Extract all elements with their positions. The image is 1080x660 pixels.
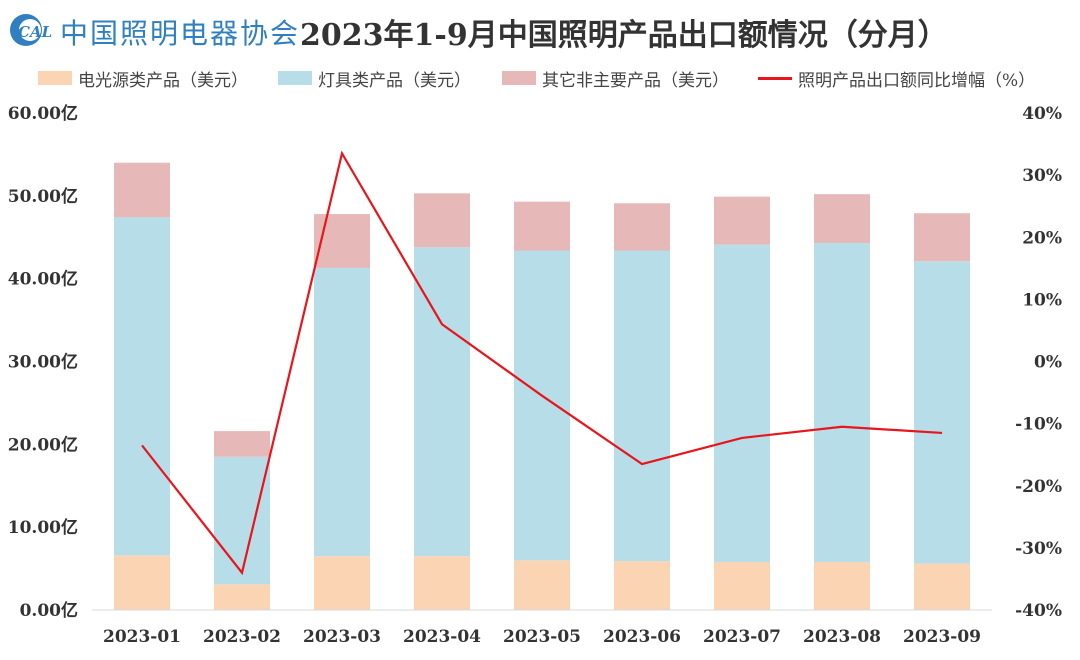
legend-item-luminaires: 灯具类产品（美元） (278, 68, 471, 91)
bar-other (514, 201, 570, 251)
x-tick-label: 2023-05 (503, 627, 581, 647)
left-tick-label: 60.00亿 (8, 103, 78, 124)
header: CALI 中国照明电器协会 2023年1-9月中国照明产品出口额情况（分月） (0, 0, 1080, 60)
right-tick-label: 10% (1022, 290, 1062, 310)
cali-logo-icon: CALI (10, 14, 52, 46)
legend-swatch-luminaires (278, 71, 312, 85)
x-tick-label: 2023-04 (403, 627, 481, 647)
bar-light_source (714, 561, 770, 610)
x-tick-label: 2023-01 (103, 627, 181, 647)
left-tick-label: 50.00亿 (8, 186, 78, 207)
right-tick-label: -10% (1015, 415, 1062, 435)
bar-other (714, 196, 770, 245)
bar-luminaires (214, 456, 270, 585)
chart-title: 2023年1-9月中国照明产品出口额情况（分月） (300, 18, 948, 53)
left-tick-label: 10.00亿 (8, 517, 78, 538)
logo-mark-text: CALI (18, 23, 52, 41)
yoy-line (141, 150, 943, 576)
bar-light_source (214, 584, 270, 610)
left-tick-label: 0.00亿 (20, 600, 78, 621)
right-tick-label: 20% (1022, 228, 1062, 248)
bar-luminaires (414, 247, 470, 557)
right-tick-label: -20% (1015, 477, 1062, 497)
legend-swatch-yoy (758, 76, 792, 80)
bar-light_source (914, 563, 970, 610)
bar-luminaires (614, 250, 670, 562)
legend-item-yoy: 照明产品出口额同比增幅（%） (758, 68, 1036, 91)
bar-other (614, 203, 670, 251)
legend-item-light-source: 电光源类产品（美元） (38, 68, 248, 91)
legend-label-other: 其它非主要产品（美元） (542, 70, 729, 91)
right-tick-label: 40% (1022, 104, 1062, 124)
bar-luminaires (514, 250, 570, 561)
x-axis: 2023-01 2023-02 2023-03 2023-04 2023-05 2023-… (103, 627, 981, 647)
bar-luminaires (914, 261, 970, 564)
bar-light_source (414, 556, 470, 610)
left-tick-label: 30.00亿 (8, 352, 78, 373)
bar-luminaires (114, 217, 170, 556)
bar-other (414, 193, 470, 248)
bar-other (214, 431, 270, 457)
right-tick-label: 30% (1022, 166, 1062, 186)
bar-luminaires (814, 243, 870, 562)
bar-light_source (814, 561, 870, 610)
x-tick-label: 2023-08 (803, 627, 881, 647)
right-tick-label: -30% (1015, 539, 1062, 559)
x-tick-label: 2023-07 (703, 627, 781, 647)
legend-swatch-other (502, 71, 536, 85)
right-axis: -40% -30% -20% -10% 0% 10% 20% 30% 40% (1015, 104, 1062, 621)
bar-luminaires (314, 267, 370, 557)
legend: 电光源类产品（美元） 灯具类产品（美元） 其它非主要产品（美元） 照明产品出口额… (0, 60, 1080, 94)
bar-light_source (614, 561, 670, 610)
x-tick-label: 2023-02 (203, 627, 281, 647)
legend-label-yoy: 照明产品出口额同比增幅（%） (798, 70, 1036, 91)
left-tick-label: 20.00亿 (8, 434, 78, 455)
legend-label-luminaires: 灯具类产品（美元） (318, 70, 471, 91)
x-tick-label: 2023-06 (603, 627, 681, 647)
legend-item-other: 其它非主要产品（美元） (502, 68, 729, 91)
legend-label-light-source: 电光源类产品（美元） (78, 70, 248, 91)
left-axis: 0.00亿 10.00亿 20.00亿 30.00亿 40.00亿 50.00亿 60.00… (8, 103, 78, 621)
bar-light_source (314, 556, 370, 610)
bar-other (814, 194, 870, 244)
x-tick-label: 2023-03 (303, 627, 381, 647)
x-tick-label: 2023-09 (903, 627, 981, 647)
right-tick-label: -40% (1015, 601, 1062, 621)
bar-series (114, 162, 970, 610)
bar-light_source (114, 555, 170, 610)
logo-text: 中国照明电器协会 (60, 17, 301, 50)
bar-luminaires (714, 244, 770, 562)
legend-swatch-light-source (38, 71, 72, 85)
bar-other (314, 214, 370, 268)
bar-other (114, 162, 170, 218)
bar-other (914, 213, 970, 262)
right-tick-label: 0% (1034, 353, 1062, 373)
bar-light_source (514, 560, 570, 610)
left-tick-label: 40.00亿 (8, 269, 78, 290)
